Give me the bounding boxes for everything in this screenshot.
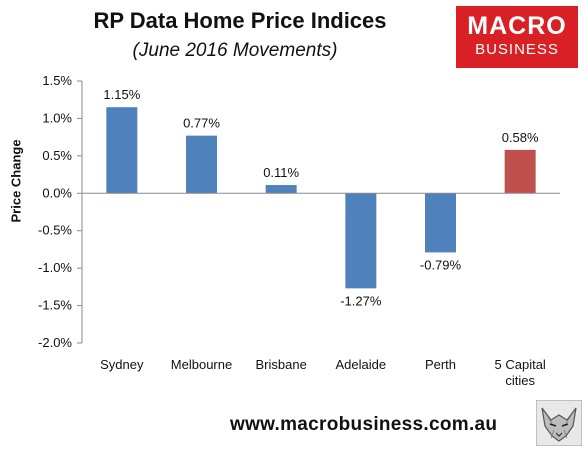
y-tick-label: -2.0% [38, 335, 72, 350]
data-label: 0.11% [263, 165, 299, 180]
y-tick-label: -1.5% [38, 298, 72, 313]
y-tick-label: 1.0% [42, 110, 72, 125]
x-category-label: Brisbane [256, 357, 307, 372]
data-label: 1.15% [103, 87, 140, 102]
bar [265, 185, 297, 194]
y-tick-label: -1.0% [38, 260, 72, 275]
data-label: 0.58% [502, 130, 539, 145]
y-tick-label: 1.5% [42, 73, 72, 88]
bar [345, 193, 377, 289]
data-label: -1.27% [340, 293, 382, 308]
bar [425, 193, 456, 253]
logo-line-2: BUSINESS [475, 41, 559, 58]
data-label: -0.79% [420, 257, 462, 272]
bar-chart: 1.5% 1.0% 0.5% 0.0% -0.5% -1.0% -1.5% -2.0% 1.15… [38, 73, 560, 388]
logo-line-1: MACRO [467, 12, 567, 40]
wolf-logo-icon [536, 400, 582, 446]
y-tick-label: 0.5% [42, 148, 72, 163]
x-category-label: Melbourne [171, 357, 232, 372]
bar [504, 149, 536, 194]
x-category-label: Perth [425, 357, 456, 372]
y-tick-label: -0.5% [38, 223, 72, 238]
x-category-label: Adelaide [336, 357, 387, 372]
macrobusiness-logo: MACRO BUSINESS [456, 6, 578, 68]
x-category-label: 5 Capital cities [495, 357, 546, 388]
data-label: 0.77% [183, 116, 220, 131]
chart-subtitle: (June 2016 Movements) [132, 40, 338, 61]
y-tick-label: 0.0% [42, 185, 72, 200]
website-url: www.macrobusiness.com.au [230, 414, 498, 435]
bar [186, 135, 217, 194]
chart-title: RP Data Home Price Indices [93, 8, 387, 33]
bar [106, 107, 138, 194]
x-category-label: Sydney [100, 357, 144, 372]
